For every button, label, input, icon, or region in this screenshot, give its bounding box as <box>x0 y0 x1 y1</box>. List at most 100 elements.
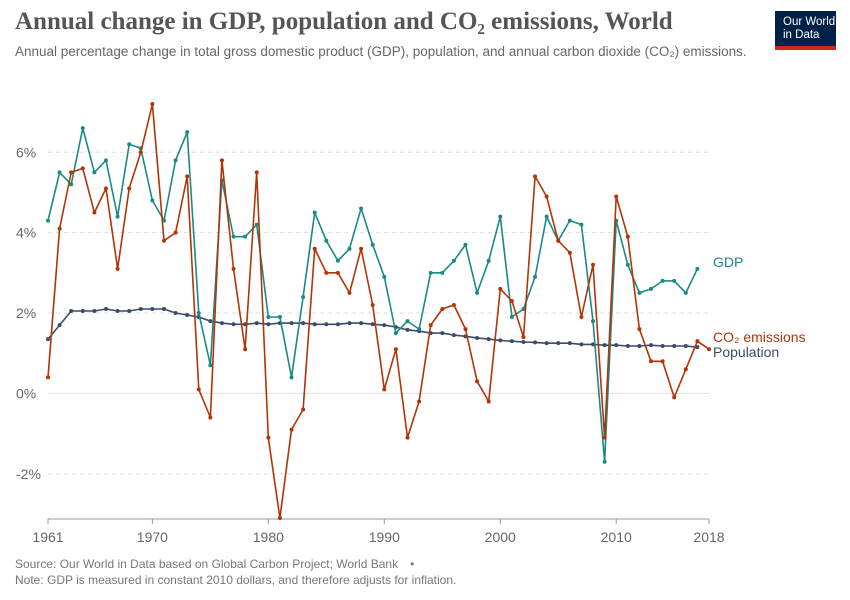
data-point <box>277 515 282 520</box>
data-point <box>672 395 677 400</box>
data-point <box>219 321 224 326</box>
data-point <box>185 130 190 135</box>
data-point <box>69 170 74 175</box>
data-point <box>579 342 584 347</box>
data-point <box>231 234 236 239</box>
data-point <box>254 222 259 227</box>
data-point <box>382 274 387 279</box>
data-point <box>138 307 143 312</box>
data-point <box>196 387 201 392</box>
data-point <box>707 347 711 352</box>
x-tick-label: 2010 <box>601 529 632 545</box>
data-point <box>103 307 108 312</box>
logo-line-2: in Data <box>783 29 820 41</box>
data-point <box>185 174 190 179</box>
data-point <box>544 341 549 346</box>
y-tick-label: -2% <box>16 466 41 482</box>
data-point <box>57 226 62 231</box>
x-tick-label: 1970 <box>137 529 168 545</box>
data-point <box>57 170 62 175</box>
x-tick-label: 1980 <box>253 529 284 545</box>
data-point <box>637 343 642 348</box>
data-point <box>637 290 642 295</box>
data-point <box>649 359 654 364</box>
data-point <box>173 311 178 316</box>
data-point <box>80 166 85 171</box>
data-point <box>243 347 248 352</box>
data-point <box>335 322 340 327</box>
data-point <box>382 323 387 328</box>
data-point <box>509 298 514 303</box>
data-point <box>46 337 50 342</box>
chart-title: Annual change in GDP, population and CO₂… <box>15 8 673 35</box>
data-point <box>370 242 375 247</box>
data-point <box>80 126 85 131</box>
data-point <box>254 170 259 175</box>
data-point <box>475 290 480 295</box>
data-point <box>405 435 410 440</box>
data-point <box>301 407 306 412</box>
data-point <box>266 315 271 320</box>
owid-logo[interactable]: Our World in Data <box>775 11 836 50</box>
data-point <box>46 375 50 380</box>
data-point <box>231 322 236 327</box>
source-text[interactable]: Source: Our World in Data based on Globa… <box>15 557 399 571</box>
x-tick-label: 2000 <box>485 529 516 545</box>
data-point <box>46 218 50 223</box>
data-point <box>486 337 491 342</box>
data-point <box>567 218 572 223</box>
data-point <box>219 158 224 163</box>
data-point <box>254 321 259 326</box>
data-point <box>161 238 166 243</box>
data-point <box>591 319 596 324</box>
data-point <box>440 331 445 336</box>
data-point <box>359 206 364 211</box>
data-point <box>614 194 619 199</box>
data-point <box>208 415 213 420</box>
data-point <box>208 319 213 324</box>
data-point <box>498 214 503 219</box>
series-line <box>47 127 699 463</box>
data-point <box>672 278 677 283</box>
data-point <box>185 313 190 318</box>
data-point <box>683 290 688 295</box>
data-point <box>567 341 572 346</box>
data-point <box>127 309 132 314</box>
data-point <box>243 234 248 239</box>
data-point <box>417 399 422 404</box>
data-point <box>312 246 317 251</box>
data-point <box>69 182 74 187</box>
data-point <box>370 302 375 307</box>
series-label: CO₂ emissions <box>713 329 806 345</box>
data-point <box>579 222 584 227</box>
data-point <box>602 459 607 464</box>
y-tick-label: 4% <box>16 225 36 241</box>
data-point <box>521 339 526 344</box>
data-point <box>695 345 700 350</box>
data-point <box>127 142 132 147</box>
data-point <box>92 210 97 215</box>
data-point <box>660 343 665 348</box>
data-point <box>289 321 294 326</box>
data-point <box>115 266 120 271</box>
data-point <box>312 210 317 215</box>
data-point <box>683 367 688 372</box>
data-point <box>80 309 85 314</box>
data-point <box>266 322 271 327</box>
data-point <box>335 258 340 263</box>
data-point <box>359 321 364 326</box>
data-point <box>417 327 422 332</box>
data-point <box>591 262 596 267</box>
data-point <box>486 258 491 263</box>
source-separator: • <box>410 557 415 571</box>
data-point <box>289 427 294 432</box>
data-point <box>463 327 468 332</box>
data-point <box>428 323 433 328</box>
data-point <box>660 278 665 283</box>
data-point <box>509 339 514 344</box>
x-tick-label: 1961 <box>32 529 63 545</box>
data-point <box>173 158 178 163</box>
data-point <box>463 242 468 247</box>
data-point <box>556 341 561 346</box>
